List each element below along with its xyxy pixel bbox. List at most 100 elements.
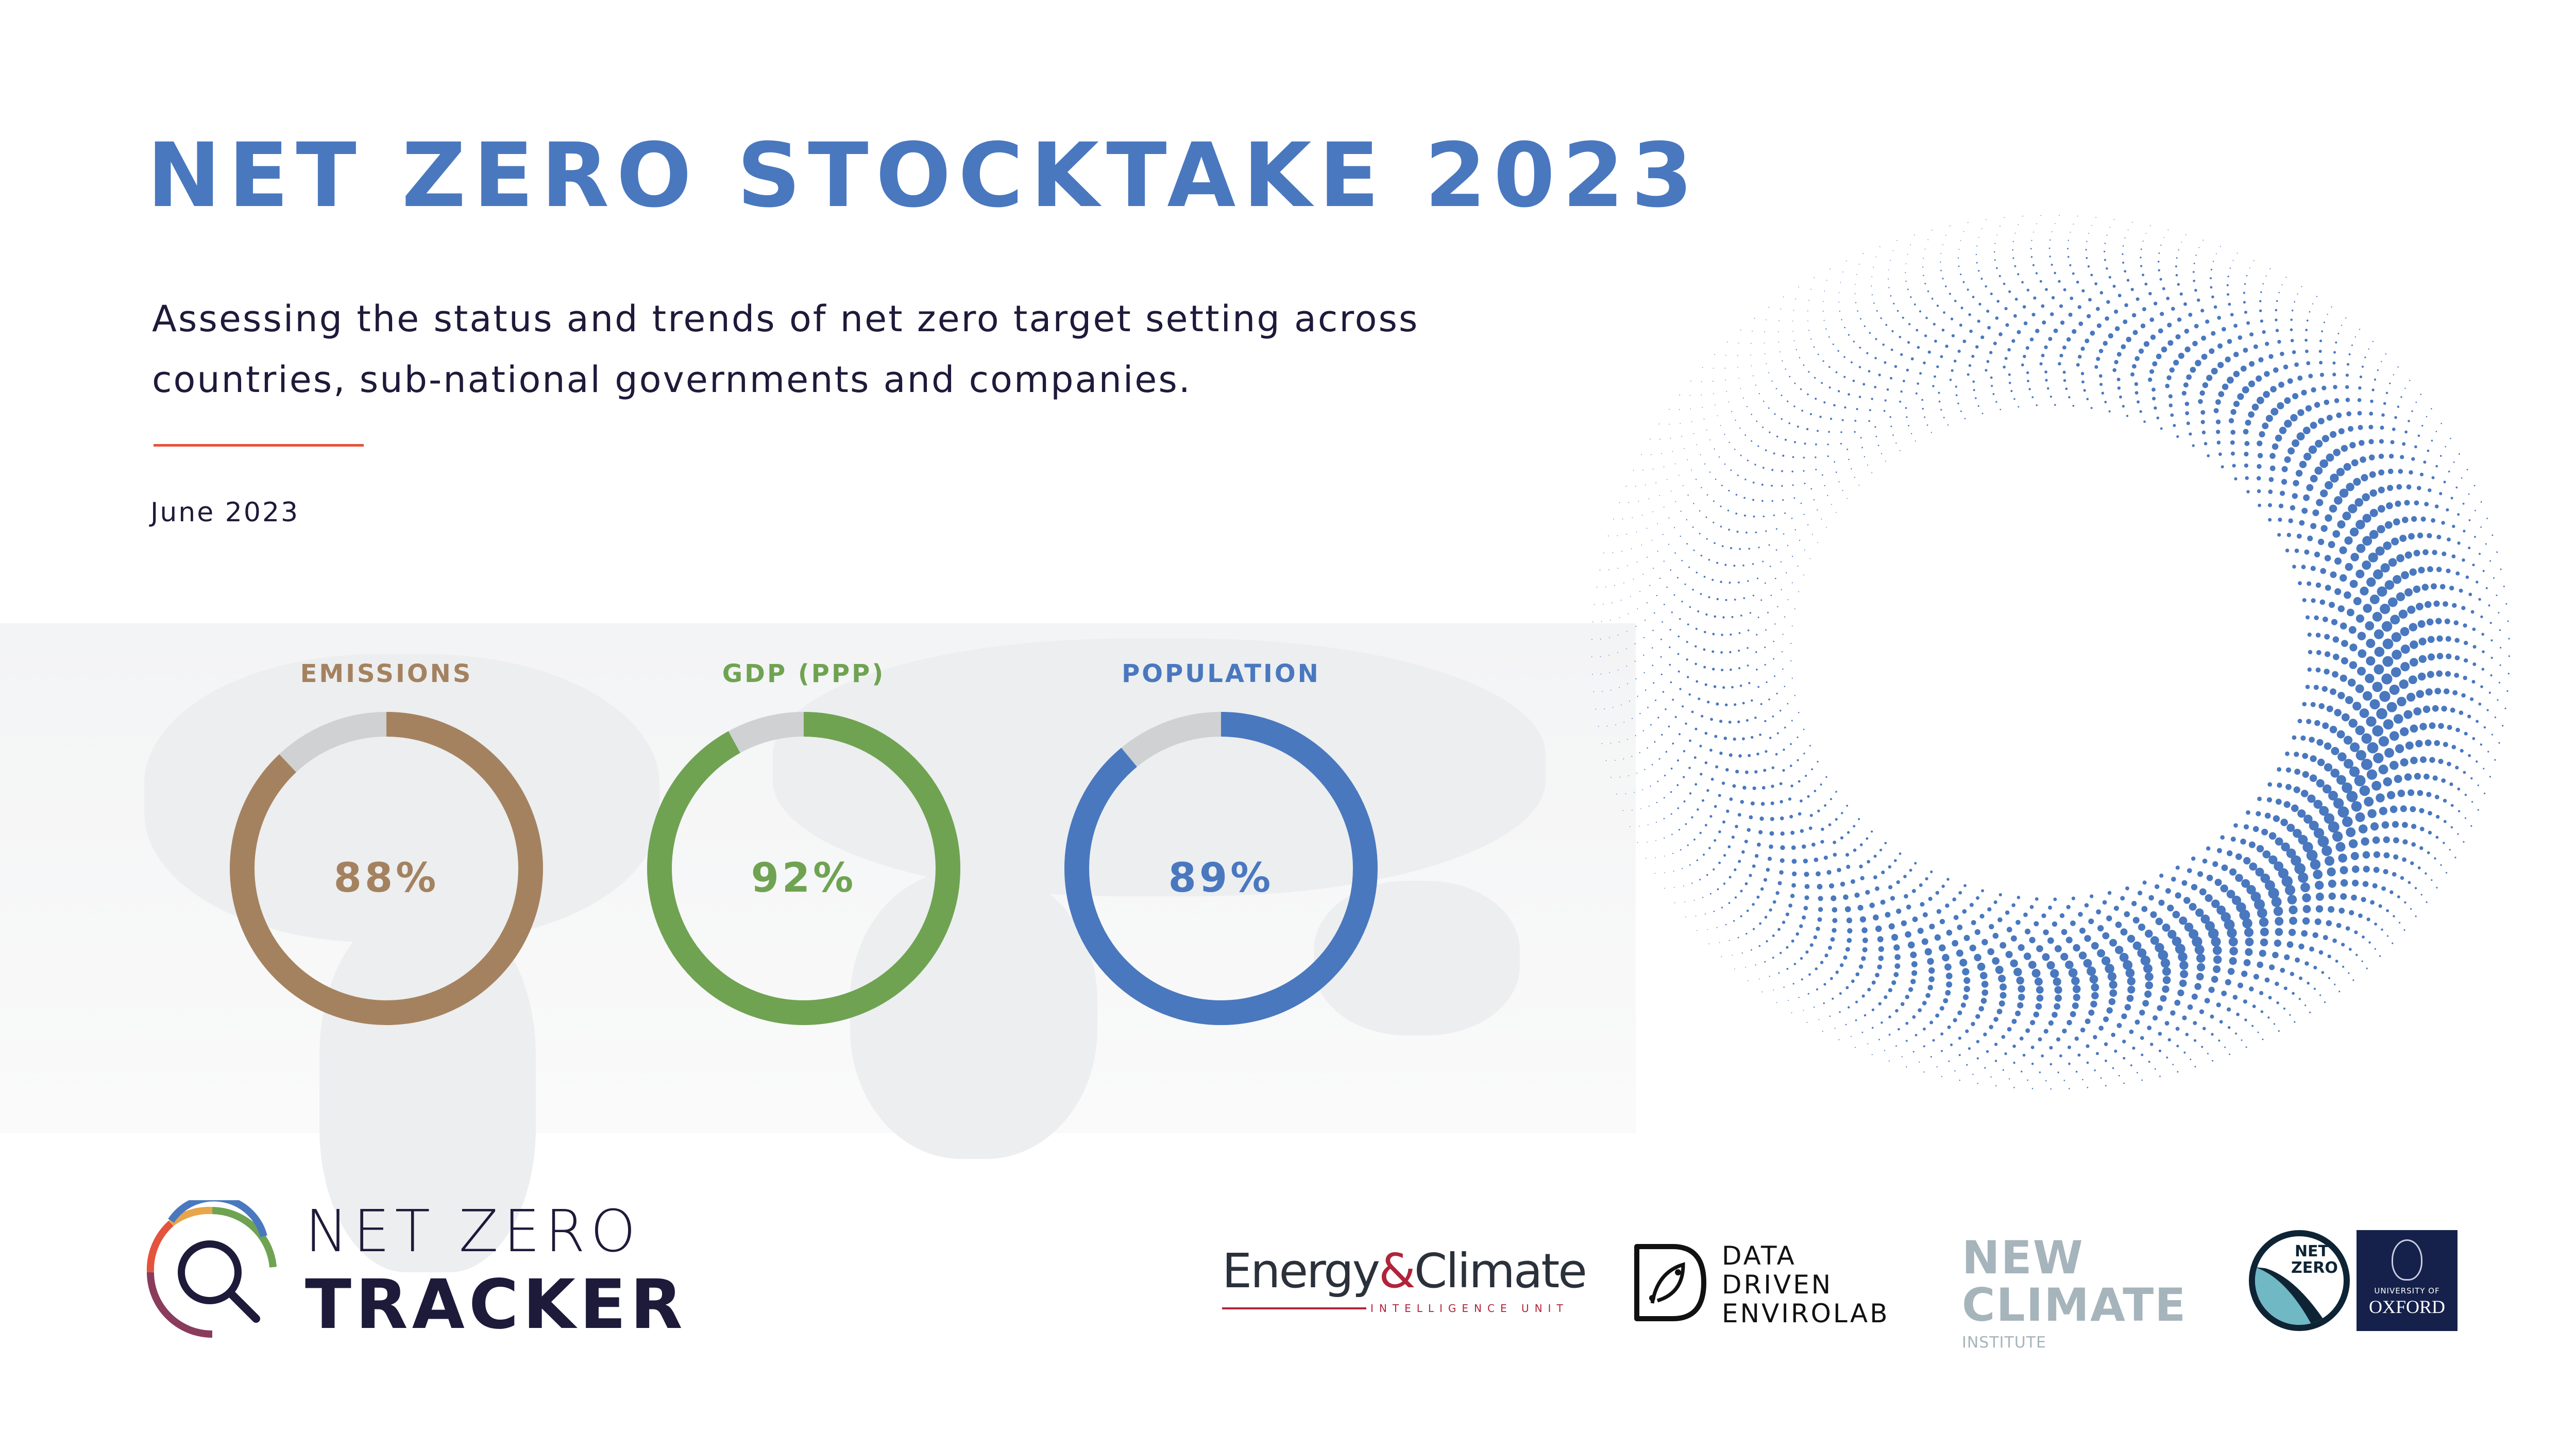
ring-dot	[1795, 349, 1797, 350]
ring-dot	[2240, 365, 2247, 372]
ring-dot	[2098, 374, 2103, 378]
ring-dot	[2468, 754, 2471, 757]
ring-dot	[2445, 671, 2451, 677]
ring-dot	[2431, 439, 2433, 442]
ring-dot	[1871, 285, 1872, 287]
ring-dot	[2439, 584, 2446, 590]
ring-dot	[1657, 780, 1659, 782]
ring-dot	[1737, 936, 1739, 939]
ring-dot	[2319, 806, 2329, 816]
ring-dot	[1892, 250, 1894, 251]
ring-dot	[2348, 972, 2350, 974]
ring-dot	[1949, 379, 1952, 381]
ring-dot	[1745, 770, 1749, 774]
ring-dot	[1700, 773, 1703, 776]
ring-dot	[2207, 1053, 2209, 1054]
ring-dot	[1942, 953, 1950, 962]
ring-dot	[1978, 237, 1979, 238]
ring-dot	[2166, 375, 2172, 381]
ring-dot	[2313, 870, 2323, 879]
ring-dot	[2054, 271, 2056, 275]
ring-dot	[1924, 948, 1932, 956]
ring-dot	[1782, 769, 1785, 772]
ring-dot	[2417, 532, 2424, 539]
ring-dot	[2177, 317, 2182, 322]
ring-dot	[2275, 798, 2282, 805]
ring-dot	[1706, 494, 1708, 496]
ring-dot	[2372, 836, 2380, 844]
ring-dot	[2226, 890, 2235, 899]
ring-dot	[1652, 629, 1654, 632]
ring-dot	[2129, 1029, 2134, 1034]
ring-dot	[1763, 878, 1768, 882]
ring-dot	[1788, 797, 1792, 801]
ring-dot	[1780, 951, 1782, 954]
ring-dot	[1786, 968, 1789, 970]
ring-dot	[1954, 360, 1957, 363]
ring-dot	[2261, 828, 2268, 836]
ring-dot	[1888, 1060, 1890, 1062]
ring-dot	[2432, 705, 2439, 712]
ring-dot	[2212, 861, 2218, 867]
ring-dot	[2257, 397, 2264, 404]
ring-dot	[2031, 1088, 2033, 1089]
ring-dot	[2155, 917, 2163, 926]
ring-dot	[2459, 453, 2460, 455]
ring-dot	[1679, 688, 1682, 690]
ring-dot	[1809, 413, 1812, 416]
ring-dot	[2502, 725, 2504, 727]
ring-dot	[1846, 864, 1851, 869]
ring-dot	[1896, 240, 1897, 241]
ring-dot	[2160, 244, 2162, 246]
ring-dot	[2346, 411, 2352, 417]
ring-dot	[1826, 870, 1832, 875]
ring-dot	[2419, 846, 2424, 850]
ring-dot	[2103, 1016, 2109, 1022]
ring-dot	[1683, 776, 1685, 778]
ring-dot	[1753, 928, 1755, 930]
ring-dot	[2311, 598, 2316, 603]
ring-dot	[2187, 1004, 2193, 1010]
ring-dot	[2011, 1018, 2017, 1024]
ring-dot	[2238, 335, 2243, 340]
ring-dot	[1927, 350, 1931, 354]
ring-dot	[2158, 1032, 2162, 1036]
ring-dot	[1752, 563, 1754, 565]
ring-dot	[1934, 375, 1936, 378]
ring-dot	[1822, 360, 1824, 362]
ring-dot	[1690, 408, 1691, 410]
ring-dot	[2454, 638, 2460, 643]
ring-dot	[1667, 479, 1668, 480]
ring-dot	[2218, 391, 2225, 397]
ring-dot	[2162, 967, 2171, 976]
ring-dot	[2138, 923, 2146, 931]
ring-dot	[2012, 249, 2013, 251]
ring-dot	[2450, 437, 2451, 439]
ring-dot	[2068, 968, 2078, 978]
ring-dot	[2316, 650, 2321, 655]
ring-dot	[1656, 802, 1658, 804]
ring-dot	[2326, 705, 2333, 712]
ring-dot	[2291, 804, 2299, 812]
ring-dot	[1592, 621, 1594, 623]
ring-dot	[2489, 622, 2492, 624]
ring-dot	[1781, 470, 1783, 472]
ring-dot	[1817, 353, 1819, 355]
ring-dot	[2016, 896, 2021, 899]
energy-climate-logo: Energy&Climate	[1222, 1246, 1587, 1297]
ring-dot	[2486, 709, 2489, 711]
ring-dot	[2490, 674, 2493, 677]
ring-dot	[2445, 636, 2451, 642]
ring-dot	[2427, 449, 2430, 452]
ring-dot	[1683, 800, 1686, 803]
ring-dot	[1758, 830, 1763, 834]
ring-dot	[2190, 367, 2196, 373]
ring-dot	[2298, 872, 2309, 883]
ring-dot	[1823, 1002, 1825, 1004]
ring-dot	[1821, 518, 1822, 520]
ring-dot	[2393, 374, 2395, 376]
donut-label: EMISSIONS	[300, 659, 473, 688]
ring-dot	[2294, 301, 2296, 303]
ring-dot	[1843, 356, 1845, 358]
ring-dot	[2361, 733, 2372, 744]
